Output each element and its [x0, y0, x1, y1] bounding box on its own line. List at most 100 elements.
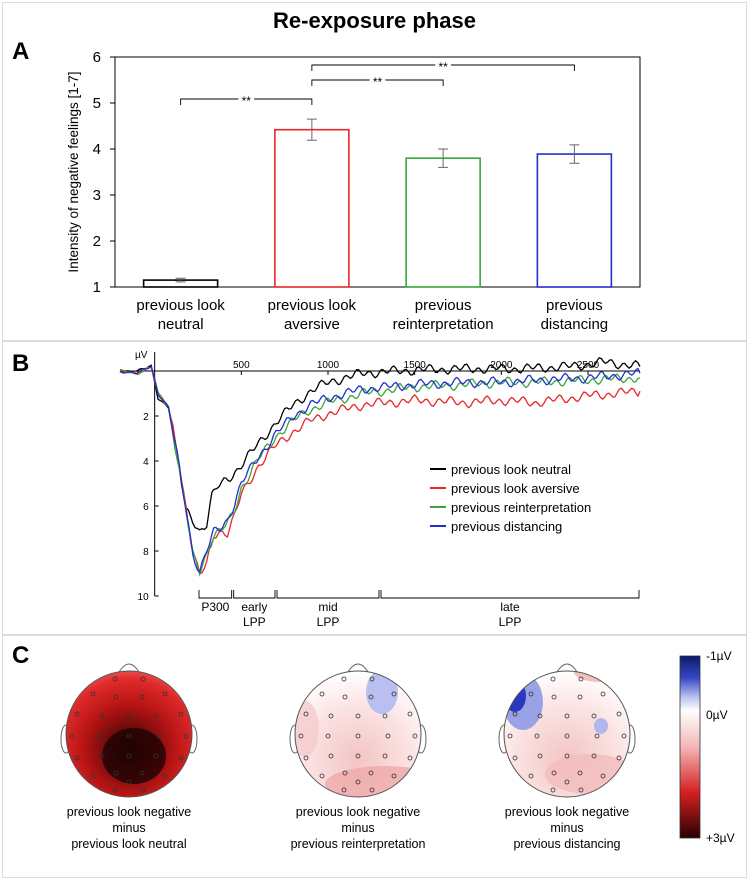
electrode — [564, 753, 570, 759]
electrode — [551, 694, 557, 700]
electrode — [355, 753, 361, 759]
electrode — [537, 753, 543, 759]
electrode — [303, 711, 309, 717]
legend-label: previous look neutral — [451, 462, 571, 477]
erp-window-label: late — [500, 600, 520, 614]
significance-bracket — [311, 79, 444, 86]
electrode — [507, 733, 513, 739]
electrode — [534, 733, 540, 739]
electrode — [368, 770, 374, 776]
electrode — [616, 711, 622, 717]
electrode — [412, 733, 418, 739]
electrode — [303, 755, 309, 761]
electrode — [74, 711, 80, 717]
bar-category-label: previous look neutral — [136, 297, 225, 333]
electrode — [369, 787, 375, 793]
topo-colorbar — [679, 655, 701, 839]
panel-letter-c: C — [12, 642, 30, 669]
erp-y-tick-label: 4 — [143, 457, 149, 468]
electrode — [162, 691, 168, 697]
head-nose — [347, 663, 369, 673]
erp-window-label: LPP — [317, 615, 340, 629]
electrode — [126, 713, 132, 719]
bar — [274, 128, 350, 288]
erp-window-label: P300 — [201, 600, 229, 614]
electrode — [591, 753, 597, 759]
erp-window-label: early — [241, 600, 267, 614]
electrode — [298, 733, 304, 739]
erp-series-line — [119, 366, 641, 577]
electrode — [74, 755, 80, 761]
bar-chart-axes: 1 2 3 4 5 6 — [93, 49, 641, 296]
electrode — [156, 733, 162, 739]
erp-y-tick-label: 8 — [143, 547, 149, 558]
electrode — [528, 691, 534, 697]
electrode — [183, 733, 189, 739]
electrode — [112, 787, 118, 793]
electrode — [600, 773, 606, 779]
erp-window-label: LPP — [499, 615, 522, 629]
electrode — [96, 733, 102, 739]
electrode — [391, 773, 397, 779]
electrode — [382, 713, 388, 719]
legend-label: previous distancing — [451, 519, 562, 534]
head-nose — [118, 663, 140, 673]
electrode — [369, 676, 375, 682]
electrode — [178, 755, 184, 761]
bar-chart: 1 2 3 4 5 6 ** ** ** Intensity of negative feel… — [66, 49, 641, 296]
erp-legend: previous look neutral previous look avers… — [430, 462, 591, 534]
bar — [536, 153, 613, 288]
electrode — [113, 770, 119, 776]
significance-bracket — [180, 98, 313, 105]
topo-map-neutral — [60, 663, 198, 798]
erp-chart-lines — [119, 357, 641, 577]
erp-window-bracket — [233, 590, 276, 599]
significance-label: ** — [373, 75, 383, 89]
panel-a-frame — [2, 2, 747, 342]
electrode — [355, 733, 361, 739]
colorbar-label-max: +3µV — [706, 831, 735, 845]
electrode — [616, 755, 622, 761]
electrode — [564, 713, 570, 719]
electrode — [600, 691, 606, 697]
electrode — [140, 676, 146, 682]
electrode — [126, 779, 132, 785]
erp-window-label: mid — [318, 600, 337, 614]
electrode — [112, 676, 118, 682]
electrode — [564, 779, 570, 785]
erp-x-tick-label: 2500 — [577, 360, 600, 371]
electrode — [328, 753, 334, 759]
electrode — [355, 779, 361, 785]
electrode — [391, 691, 397, 697]
panel-letter-b: B — [12, 350, 30, 377]
electrode — [577, 694, 583, 700]
electrode — [355, 713, 361, 719]
head-nose — [556, 663, 578, 673]
electrode — [512, 755, 518, 761]
electrode — [550, 787, 556, 793]
panel-letter-a: A — [12, 38, 30, 65]
electrode — [139, 694, 145, 700]
topo-map-reinterpretation — [289, 663, 427, 798]
electrode — [113, 694, 119, 700]
erp-series-line — [119, 365, 641, 574]
electrode — [341, 787, 347, 793]
electrode — [99, 713, 105, 719]
electrode — [90, 691, 96, 697]
figure-title: Re-exposure phase — [273, 8, 476, 33]
electrode — [578, 787, 584, 793]
erp-y-tick-label: 10 — [138, 592, 150, 603]
colorbar-label-min: -1µV — [706, 649, 732, 663]
topo-maps: -1µV 0µV +3µV — [60, 649, 735, 845]
topo-map-caption: previous look negative minus previous rein… — [290, 805, 426, 851]
topo-map-caption: previous look negative minus previous look… — [66, 805, 192, 851]
y-tick-label: 5 — [93, 95, 101, 112]
erp-window-bracket — [380, 590, 640, 599]
electrode — [342, 694, 348, 700]
electrode — [551, 770, 557, 776]
electrode — [178, 711, 184, 717]
electrode — [325, 733, 331, 739]
erp-series-line — [119, 357, 641, 531]
electrode — [594, 733, 600, 739]
erp-y-tick-label: 6 — [143, 502, 149, 513]
